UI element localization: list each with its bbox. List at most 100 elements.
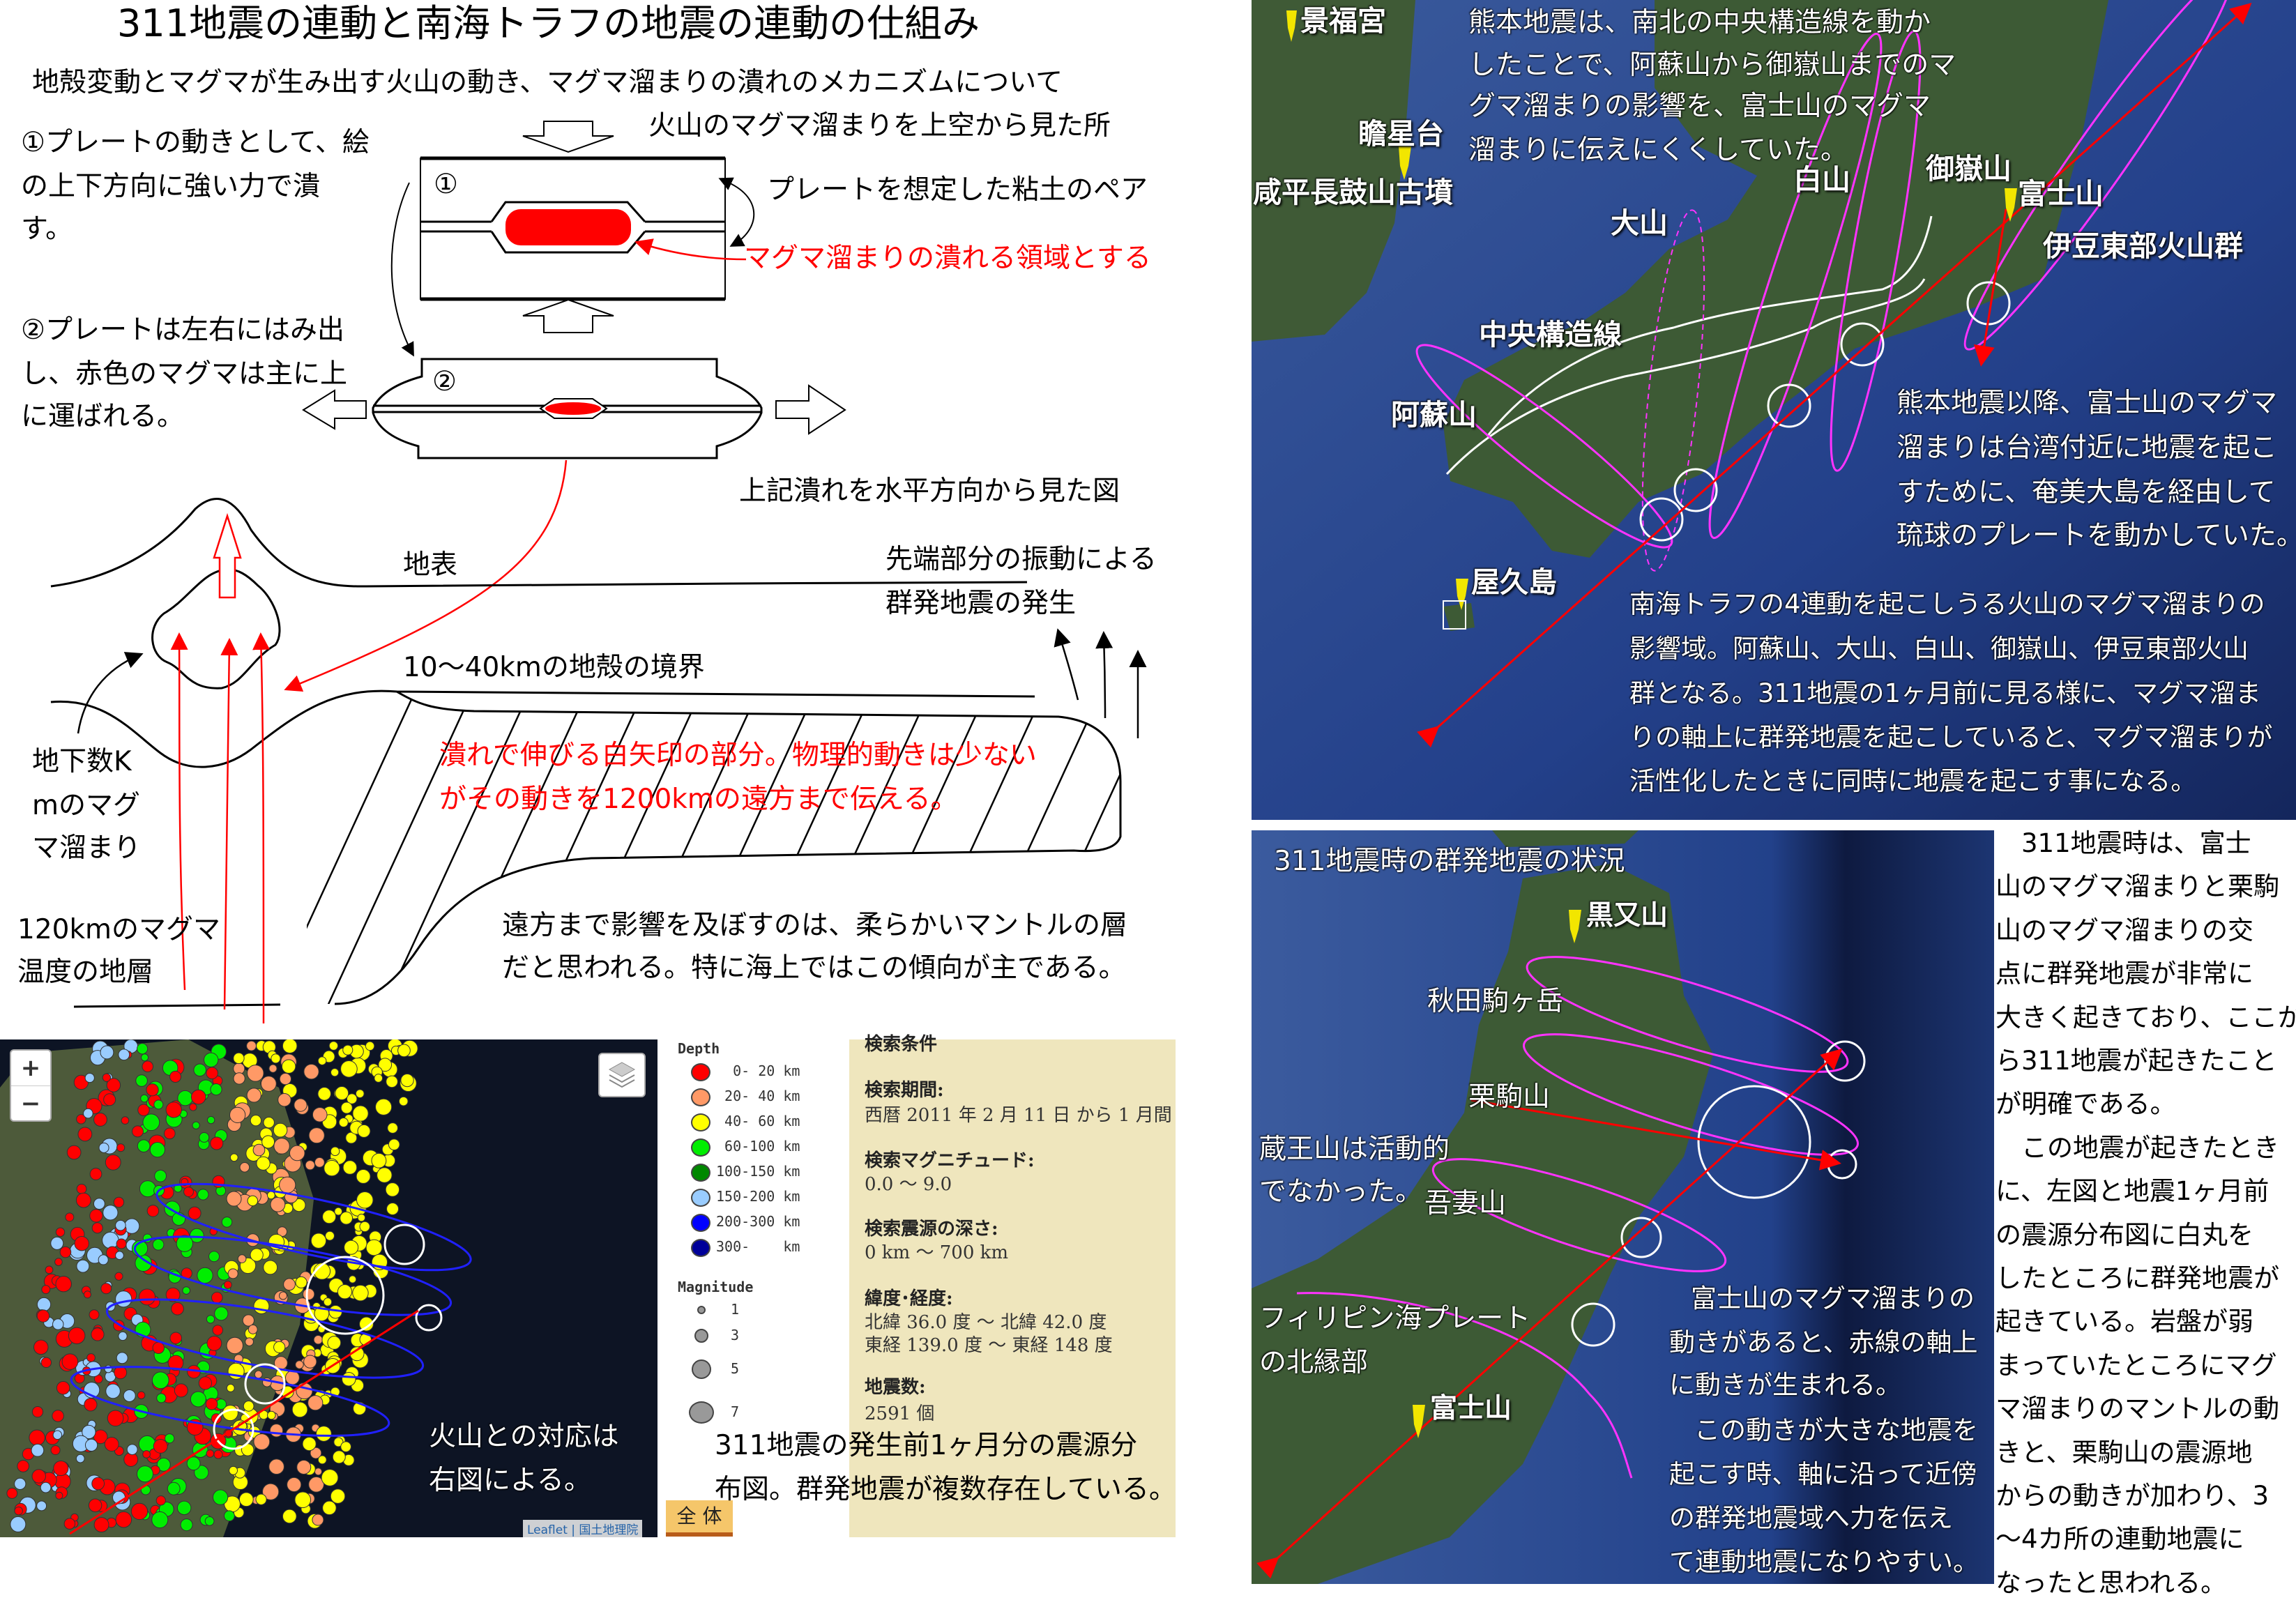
epicenter-dot xyxy=(246,1040,257,1051)
map-attribution[interactable]: Leaflet | 国土地理院 xyxy=(523,1520,643,1537)
after-kumamoto-note: 琉球のプレートを動かしていた。 xyxy=(1896,520,2296,551)
epicenter-dot xyxy=(377,1167,393,1183)
chain-note: の群発地震域へ力を伝え xyxy=(1669,1503,1953,1533)
epicenter-dot xyxy=(346,1093,358,1104)
epicenter-dot xyxy=(337,1284,353,1300)
epicenter-dot xyxy=(260,1076,277,1092)
epicenter-dot xyxy=(340,1441,351,1453)
epicenter-dot xyxy=(123,1218,140,1234)
epicenter-dot xyxy=(171,1302,184,1316)
epicenter-dot xyxy=(359,1316,374,1332)
epicenter-dot xyxy=(303,1355,317,1369)
magma-chamber-label: 地下数K xyxy=(32,746,132,777)
epicenter-dot xyxy=(76,1259,90,1273)
epicenter-dot xyxy=(199,1132,210,1143)
epicenter-dot xyxy=(74,1235,89,1251)
epicenter-dot xyxy=(17,1460,30,1472)
volcano-aso: 阿蘇山 xyxy=(1391,398,1477,432)
hatch-line xyxy=(1237,669,1248,1018)
epicenter-dot xyxy=(250,1248,264,1262)
epicenter-dot xyxy=(212,1489,229,1505)
magnitude-label: 検索マグニチュード: xyxy=(865,1150,1035,1171)
epicenter-dot xyxy=(115,1219,126,1231)
epicenter-dot xyxy=(31,1406,44,1418)
rise-hollow-arrow xyxy=(213,512,242,599)
magma-chamber-outline xyxy=(151,568,281,689)
nankai-note: 南海トラフの4連動を起こしうる火山のマグマ溜まりの xyxy=(1629,589,2265,619)
epicenter-dot xyxy=(116,1143,126,1152)
hatch-line xyxy=(321,692,484,1004)
epicenter-dot xyxy=(340,1211,353,1225)
epicenter-dot xyxy=(317,1056,327,1065)
epicenter-dot xyxy=(273,1138,290,1155)
epicenter-dot xyxy=(55,1491,63,1500)
epicenter-map[interactable] xyxy=(0,1039,657,1537)
depth-swatch xyxy=(691,1138,710,1157)
epicenter-dot xyxy=(238,1492,254,1507)
epicenter-dot xyxy=(102,1205,119,1221)
epicenter-dot xyxy=(313,1335,324,1345)
epicenter-dot xyxy=(31,1443,45,1457)
right-column-line: 点に群発地震が非常に xyxy=(1995,959,2253,989)
epicenter-dot xyxy=(98,1254,109,1265)
epicenter-dot xyxy=(187,1364,201,1379)
zoom-in-button[interactable]: + xyxy=(11,1051,50,1086)
epicenter-dot xyxy=(270,1196,286,1212)
epicenter-dot xyxy=(84,1438,98,1452)
epicenter-dot xyxy=(65,1212,75,1222)
layers-icon[interactable] xyxy=(598,1053,646,1097)
epicenter-dot xyxy=(104,1437,119,1452)
tectonic-axis-arrow xyxy=(1256,1048,1843,1579)
swarm-label: 群発地震の発生 xyxy=(885,588,1077,619)
epicenter-dot xyxy=(325,1231,335,1241)
axis-line xyxy=(69,1309,419,1535)
press-down-arrow xyxy=(522,121,614,153)
epicenter-dot xyxy=(332,1450,346,1464)
epicenter-dot xyxy=(154,1169,167,1182)
epicenter-dot xyxy=(165,1102,182,1118)
hatch-line xyxy=(378,692,541,1004)
top-view-label: 火山のマグマ溜まりを上空から見た所 xyxy=(648,110,1111,142)
epicenter-dot xyxy=(294,1491,312,1509)
epicenter-dot xyxy=(83,1290,92,1299)
epicenter-dot xyxy=(115,1511,132,1528)
page-title: 311地震の連動と南海トラフの地震の連動の仕組み xyxy=(117,1,980,45)
epicenter-dot xyxy=(312,1514,324,1526)
zoom-out-button[interactable]: − xyxy=(20,1090,41,1118)
epicenter-dot xyxy=(76,1183,87,1194)
epicenter-dot xyxy=(131,1125,144,1138)
pin-icon xyxy=(1569,910,1581,943)
volcano-azuma: 吾妻山 xyxy=(1424,1188,1507,1219)
epicenter-dot xyxy=(307,1395,324,1411)
epicenter-dot xyxy=(278,1291,287,1300)
epicenter-dot xyxy=(29,1429,45,1446)
epicenter-dot xyxy=(208,1251,220,1263)
epicenter-dot xyxy=(296,1382,313,1400)
epicenter-dot xyxy=(52,1430,63,1440)
epicenter-dot xyxy=(206,1315,215,1324)
epicenter-dot xyxy=(83,1108,93,1119)
epicenter-dot xyxy=(282,1039,298,1053)
right-column-line: マ溜まりのマントルの動 xyxy=(1995,1394,2279,1424)
epicenter-dot xyxy=(250,1115,262,1127)
chain-note: て連動地震になりやすい。 xyxy=(1669,1547,1979,1577)
slab-outline xyxy=(334,690,1122,1005)
epicenter-dot xyxy=(63,1518,76,1530)
epicenter-dot xyxy=(113,1196,125,1208)
right-column-line: 起きている。岩盤が弱 xyxy=(1995,1306,2253,1337)
zao-note: 蔵王山は活動的 xyxy=(1259,1134,1450,1165)
epicenter-dot xyxy=(68,1327,86,1345)
epicenter-dot xyxy=(388,1138,400,1151)
epicenter-dot xyxy=(82,1424,96,1440)
epicenter-dot xyxy=(214,1306,229,1321)
epicenter-dot xyxy=(355,1089,365,1099)
full-view-button[interactable]: 全 体 xyxy=(666,1500,733,1537)
box1-number: ① xyxy=(434,169,458,200)
epicenter-dot xyxy=(349,1275,357,1283)
epicenter-dot xyxy=(289,1145,305,1161)
epicenter-dot xyxy=(137,1104,150,1116)
volcano-izu: 伊豆東部火山群 xyxy=(2043,229,2243,263)
magnitude-symbol xyxy=(697,1306,706,1314)
epicenter-dot xyxy=(89,1309,100,1320)
epicenter-dot xyxy=(327,1336,342,1350)
